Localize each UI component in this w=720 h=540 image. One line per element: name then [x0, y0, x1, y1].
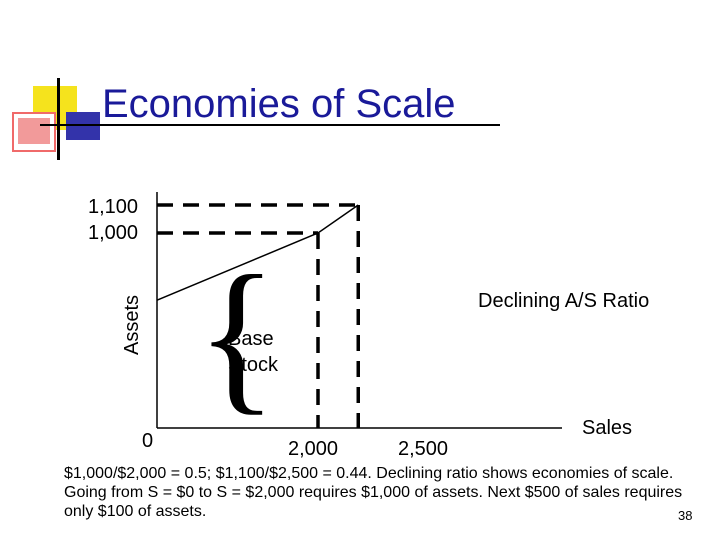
footnote-text: $1,000/$2,000 = 0.5; $1,100/$2,500 = 0.4…	[64, 465, 683, 520]
y-tick-label-1100: 1,100	[88, 196, 139, 218]
logo-horizontal-line	[40, 124, 500, 126]
x-tick-label-2500: 2,500	[398, 438, 449, 460]
chart-marks	[156, 203, 360, 428]
logo-red-fill	[18, 118, 50, 144]
x-tick-label-2000: 2,000	[288, 438, 339, 460]
logo-blue-block	[66, 112, 100, 140]
page-number: 38	[678, 508, 693, 523]
y-tick-label-1000: 1,000	[88, 222, 139, 244]
y-axis-label: Assets	[121, 294, 143, 356]
x-axis-label: Sales	[582, 417, 633, 439]
brace-icon: {	[196, 241, 278, 429]
page-title: Economies of Scale	[102, 82, 456, 126]
y-origin-label: 0	[142, 430, 154, 452]
logo-vertical-line	[57, 78, 60, 160]
base-stock-label: Base Stock	[228, 328, 279, 376]
ratio-annotation: Declining A/S Ratio	[478, 290, 650, 312]
